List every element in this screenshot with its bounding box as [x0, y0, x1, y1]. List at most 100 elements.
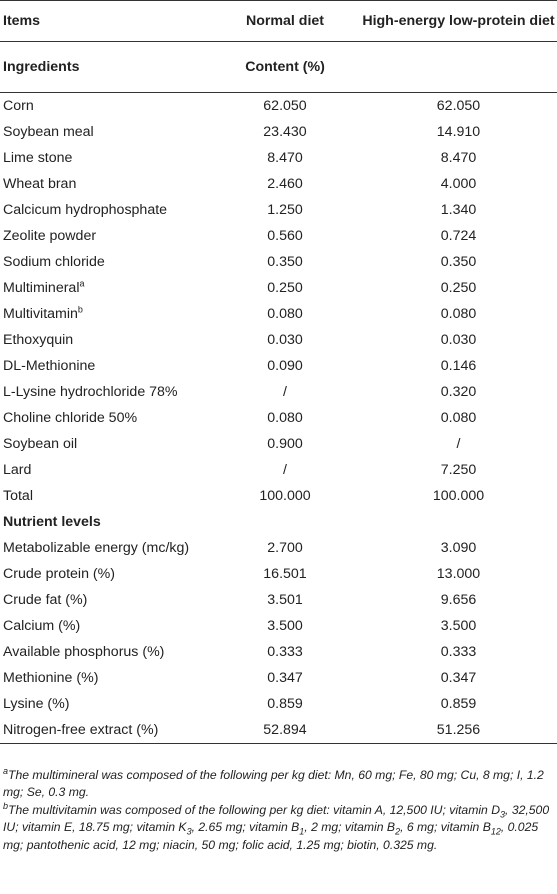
subscript: 1 [299, 826, 305, 837]
nutrient-row: Methionine (%) 0.347 0.347 [0, 665, 557, 691]
normal-diet-value: 2.460 [267, 176, 303, 192]
normal-diet-value: 52.894 [210, 717, 360, 744]
normal-diet-value: 0.080 [267, 410, 303, 426]
high-energy-diet-value: 9.656 [440, 592, 477, 608]
normal-diet-value: 62.050 [263, 98, 307, 114]
header-high-energy-diet: High-energy low-protein diet [360, 0, 557, 42]
ingredient-row: Lard / 7.250 [0, 457, 557, 483]
subheader-empty [360, 41, 557, 93]
ingredient-name-text: Calcicum hydrophosphate [3, 202, 168, 218]
normal-diet-value: 16.501 [263, 566, 307, 582]
high-energy-diet-value: 0.250 [440, 280, 477, 296]
ingredient-name-text: Lard [3, 462, 32, 478]
ingredient-row: DL-Methionine 0.090 0.146 [0, 353, 557, 379]
ingredient-name-text: DL-Methionine [3, 358, 96, 374]
nutrient-row: Lysine (%) 0.859 0.859 [0, 691, 557, 717]
header-items: Items [0, 0, 210, 42]
normal-diet-value: 0.030 [267, 332, 303, 348]
normal-diet-value: / [283, 384, 287, 400]
nutrients-body: Nutrient levels Metabolizable energy (mc… [0, 509, 557, 744]
high-energy-diet-value: 14.910 [436, 124, 481, 140]
nutrient-name: Methionine (%) [3, 670, 99, 686]
normal-diet-value: 3.501 [267, 592, 303, 608]
subheader-content: Content (%) [210, 41, 360, 93]
ingredient-row: Ethoxyquin 0.030 0.030 [0, 327, 557, 353]
high-energy-diet-value: 0.859 [440, 696, 477, 712]
subscript: 12 [490, 826, 501, 837]
ingredient-name: Soybean meal [0, 119, 210, 145]
ingredient-name-text: Multimineral [3, 280, 80, 296]
normal-diet-value: 1.250 [267, 202, 303, 218]
ingredient-name: DL-Methionine [0, 353, 210, 379]
ingredient-row: Corn 62.050 62.050 [0, 93, 557, 120]
ingredient-name: Multivitaminb [0, 301, 210, 327]
normal-diet-value: 0.560 [267, 228, 303, 244]
ingredient-name: Choline chloride 50% [0, 405, 210, 431]
subscript: 2 [395, 826, 401, 837]
high-energy-diet-value: 0.320 [440, 384, 477, 400]
nutrient-name: Lysine (%) [3, 696, 70, 712]
ingredient-name-text: Choline chloride 50% [3, 410, 138, 426]
ingredient-name: Total [0, 483, 210, 509]
footnote-a-text: The multimineral was composed of the fol… [3, 768, 544, 800]
nutrient-row: Calcium (%) 3.500 3.500 [0, 613, 557, 639]
diet-table: Items Normal diet High-energy low-protei… [0, 0, 557, 744]
empty-cell [360, 509, 557, 535]
ingredient-name-text: Multivitamin [3, 306, 78, 322]
ingredient-name-text: Corn [3, 98, 34, 114]
ingredient-name: Calcicum hydrophosphate [0, 197, 210, 223]
high-energy-diet-value: 0.333 [440, 644, 477, 660]
nutrient-section-title: Nutrient levels [3, 514, 101, 530]
ingredient-name: Wheat bran [0, 171, 210, 197]
ingredient-name-text: L-Lysine hydrochloride 78% [3, 384, 178, 400]
normal-diet-value: 23.430 [263, 124, 307, 140]
normal-diet-value: 0.080 [267, 306, 303, 322]
nutrient-row: Nitrogen-free extract (%) 52.894 51.256 [0, 717, 557, 744]
footnote-b-text: , 0.025 mg; pantothenic acid, 12 mg; nia… [3, 820, 539, 852]
ingredient-row: Wheat bran 2.460 4.000 [0, 171, 557, 197]
ingredient-name: Corn [0, 93, 210, 120]
footnotes: aThe multimineral was composed of the fo… [3, 766, 555, 854]
normal-diet-value: 0.347 [267, 670, 303, 686]
subheader-ingredients: Ingredients [0, 41, 210, 93]
high-energy-diet-value: 13.000 [436, 566, 481, 582]
normal-diet-value: 0.350 [267, 254, 303, 270]
ingredient-row: Lime stone 8.470 8.470 [0, 145, 557, 171]
nutrient-name: Crude protein (%) [3, 566, 115, 582]
ingredient-name-text: Zeolite powder [3, 228, 97, 244]
nutrient-section-row: Nutrient levels [0, 509, 557, 535]
ingredient-row: Sodium chloride 0.350 0.350 [0, 249, 557, 275]
nutrient-row: Crude fat (%) 3.501 9.656 [0, 587, 557, 613]
ingredient-name-text: Soybean meal [3, 124, 94, 140]
ingredient-row: L-Lysine hydrochloride 78% / 0.320 [0, 379, 557, 405]
normal-diet-value: / [283, 462, 287, 478]
ingredient-row: Zeolite powder 0.560 0.724 [0, 223, 557, 249]
nutrient-row: Available phosphorus (%) 0.333 0.333 [0, 639, 557, 665]
normal-diet-value: 0.090 [267, 358, 303, 374]
normal-diet-value: 2.700 [267, 540, 303, 556]
normal-diet-value: 3.500 [267, 618, 303, 634]
normal-diet-value: 100.000 [259, 488, 311, 504]
high-energy-diet-value: 100.000 [432, 488, 485, 504]
normal-diet-value: 0.333 [267, 644, 303, 660]
footnote-b-text: , 2 mg; vitamin B [304, 820, 396, 835]
nutrient-name: Crude fat (%) [3, 592, 88, 608]
ingredient-row: Multivitaminb 0.080 0.080 [0, 301, 557, 327]
high-energy-diet-value: 4.000 [440, 176, 477, 192]
ingredient-name: Zeolite powder [0, 223, 210, 249]
ingredient-row: Total 100.000 100.000 [0, 483, 557, 509]
footnote-b: bThe multivitamin was composed of the fo… [3, 801, 555, 854]
ingredient-row: Soybean oil 0.900 / [0, 431, 557, 457]
nutrient-name: Metabolizable energy (mc/kg) [3, 540, 190, 556]
ingredient-row: Calcicum hydrophosphate 1.250 1.340 [0, 197, 557, 223]
nutrient-name: Calcium (%) [3, 618, 81, 634]
high-energy-diet-value: 8.470 [440, 150, 477, 166]
nutrient-row: Crude protein (%) 16.501 13.000 [0, 561, 557, 587]
ingredient-name-text: Total [3, 488, 33, 504]
normal-diet-value: 0.250 [267, 280, 303, 296]
high-energy-diet-value: 0.146 [440, 358, 477, 374]
high-energy-diet-value: 0.347 [440, 670, 477, 686]
ingredient-name-text: Sodium chloride [3, 254, 105, 270]
ingredient-name-text: Soybean oil [3, 436, 78, 452]
ingredient-row: Soybean meal 23.430 14.910 [0, 119, 557, 145]
